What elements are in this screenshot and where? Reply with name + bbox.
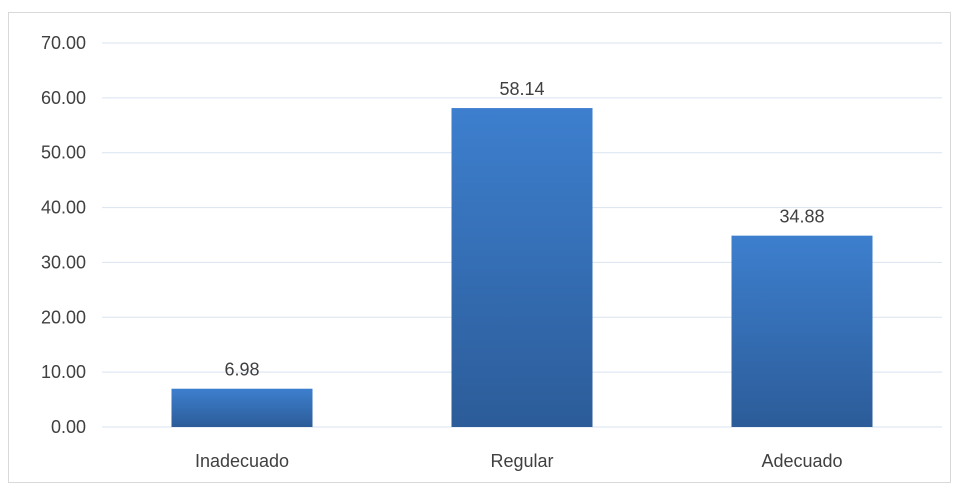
data-label: 6.98 xyxy=(224,360,259,380)
y-tick-label: 20.00 xyxy=(41,307,86,327)
y-tick-label: 50.00 xyxy=(41,143,86,163)
y-tick-label: 70.00 xyxy=(41,33,86,53)
y-axis-ticks: 0.00 10.00 20.00 30.00 40.00 50.00 60.00 70.00 xyxy=(41,33,86,437)
y-tick-label: 30.00 xyxy=(41,252,86,272)
bars xyxy=(171,108,873,427)
x-axis-categories: Inadecuado Regular Adecuado xyxy=(195,451,843,471)
data-label: 34.88 xyxy=(779,207,824,227)
y-tick-label: 10.00 xyxy=(41,362,86,382)
y-tick-label: 40.00 xyxy=(41,198,86,218)
data-labels: 6.98 58.14 34.88 xyxy=(224,79,824,380)
category-label: Inadecuado xyxy=(195,451,289,471)
y-tick-label: 60.00 xyxy=(41,88,86,108)
y-tick-label: 0.00 xyxy=(51,417,86,437)
bar xyxy=(171,388,313,427)
bar xyxy=(731,235,873,427)
bar xyxy=(451,108,593,427)
category-label: Regular xyxy=(490,451,553,471)
category-label: Adecuado xyxy=(761,451,842,471)
data-label: 58.14 xyxy=(499,79,544,99)
